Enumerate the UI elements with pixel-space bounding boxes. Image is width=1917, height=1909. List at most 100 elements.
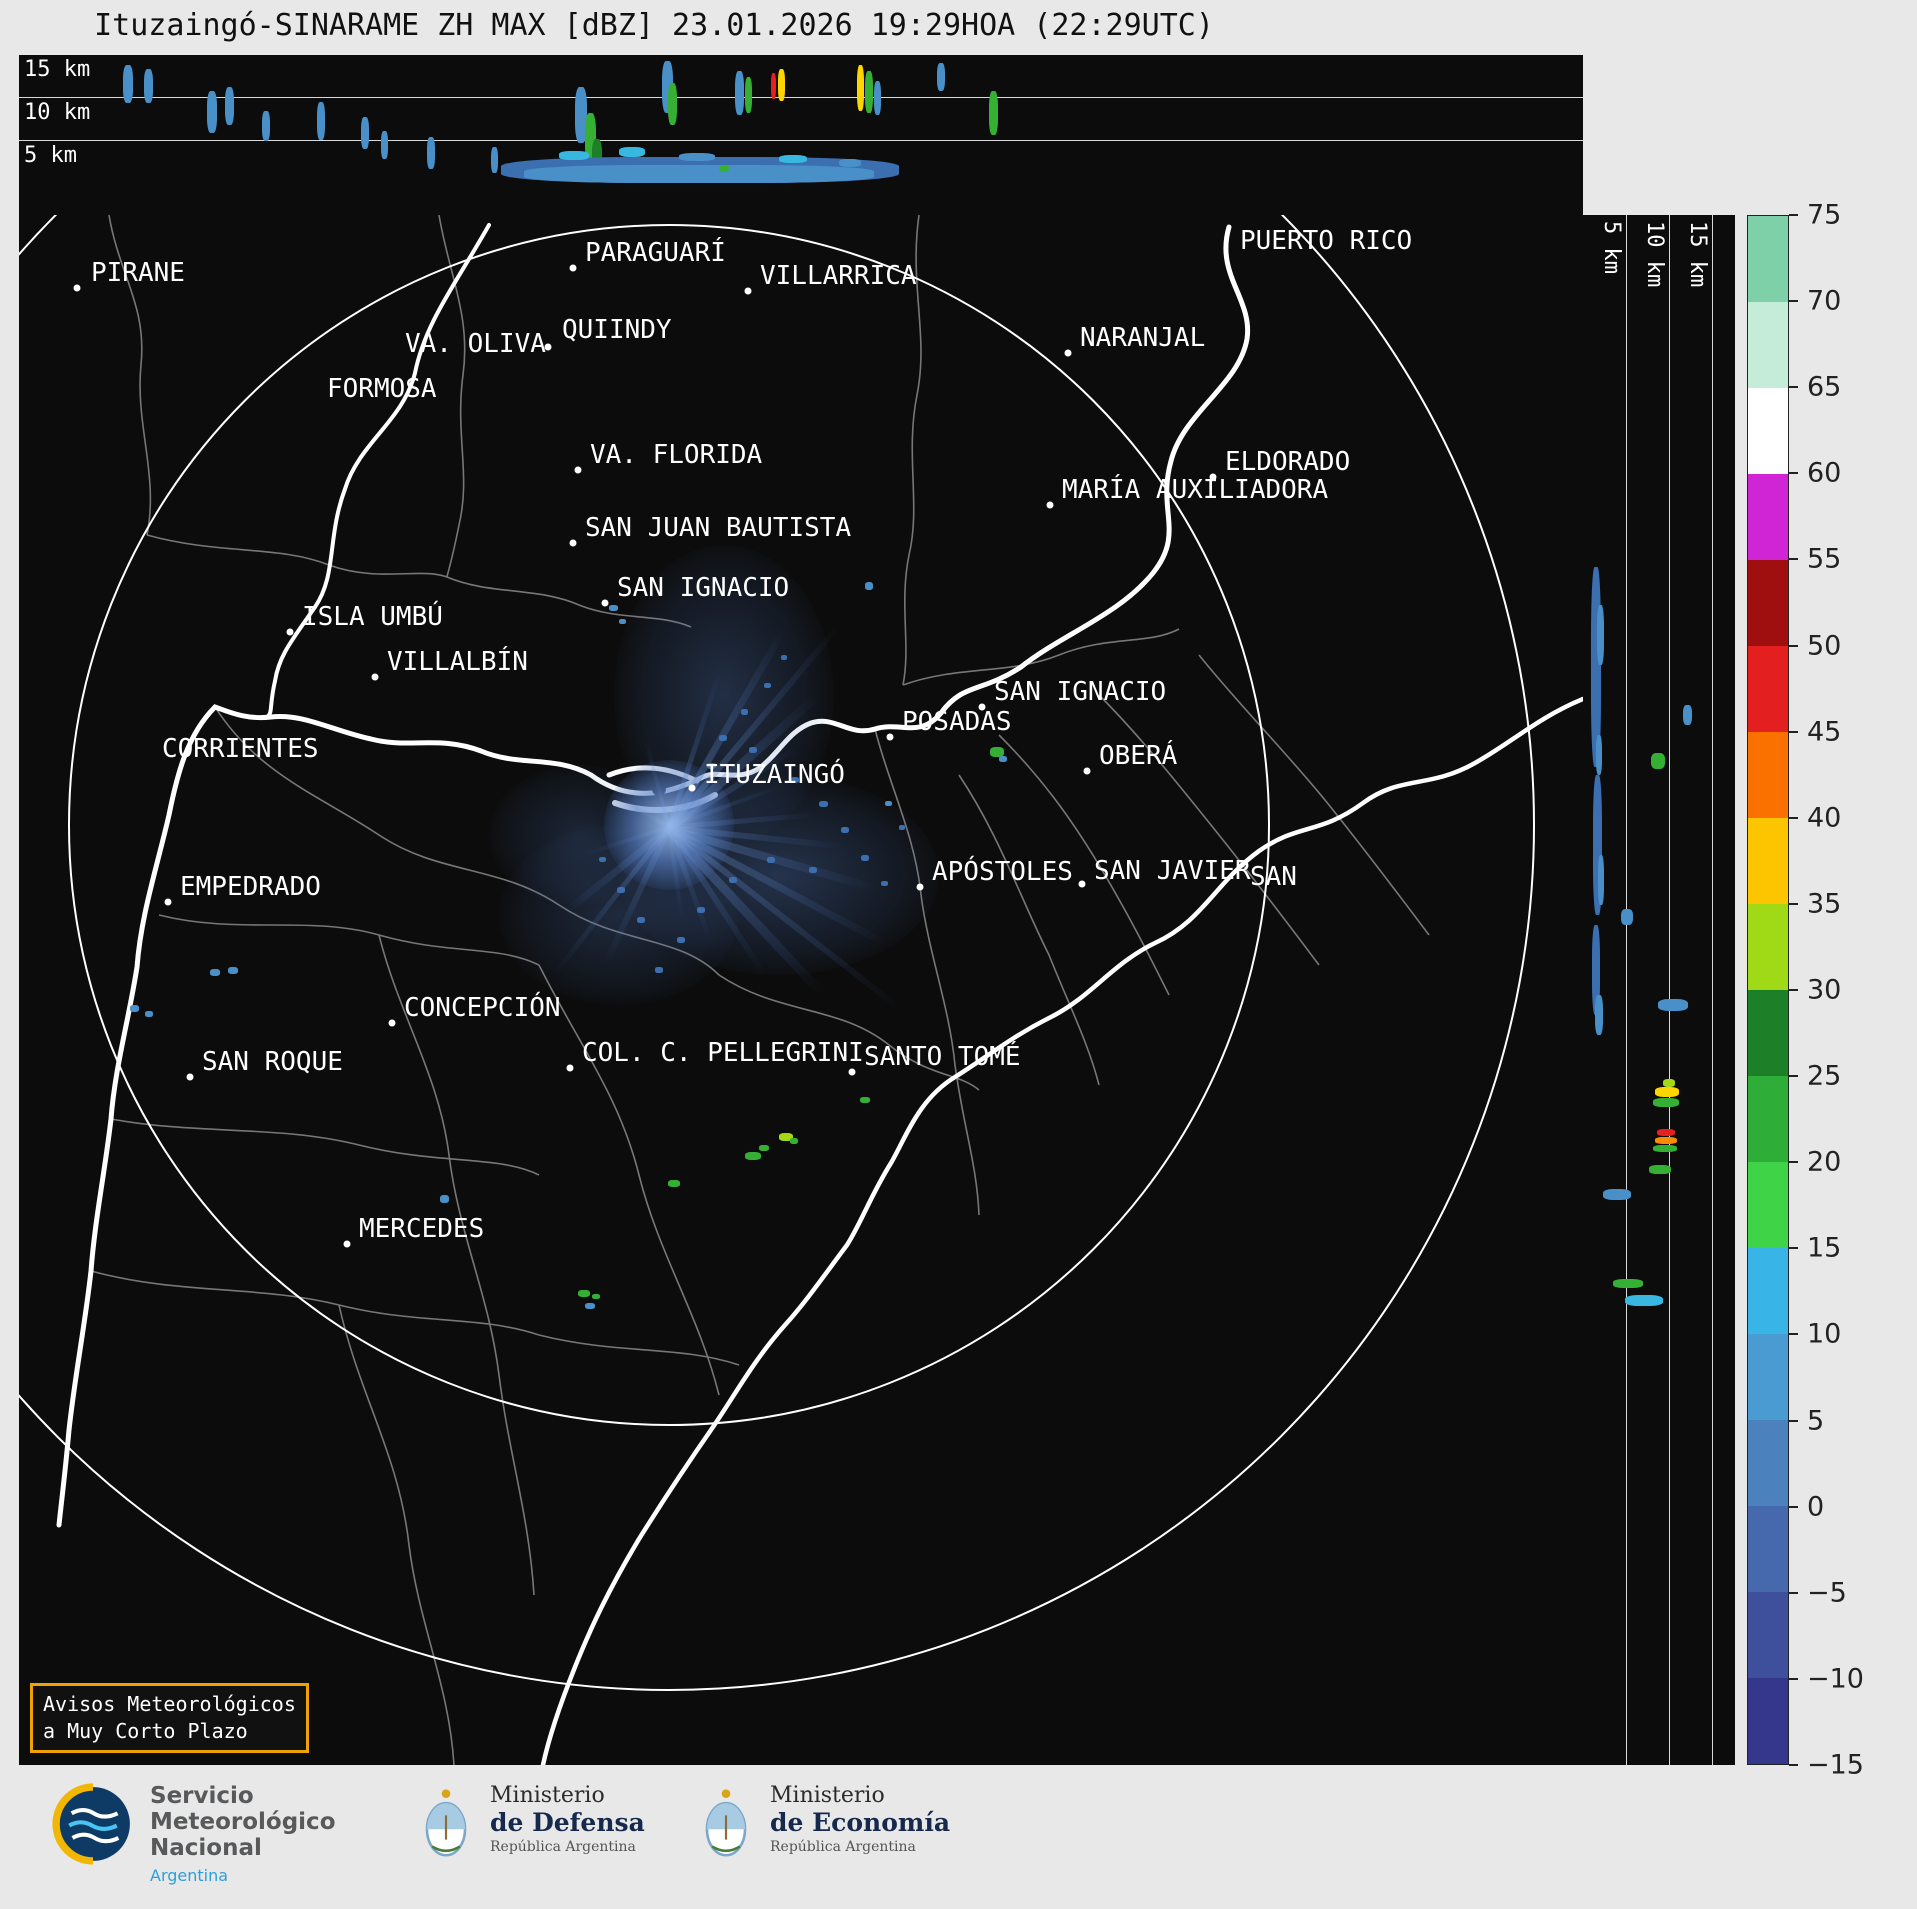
echo-mark [1651,753,1665,769]
argentina-coat-of-arms-icon [705,1789,747,1857]
echo-mark [759,1145,769,1151]
colorbar-tick-label: 30 [1807,974,1842,1006]
city-marker [388,1019,396,1027]
echo-mark [599,857,606,862]
colorbar-tick-label: −10 [1807,1663,1864,1695]
colorbar-tick-label: 15 [1807,1232,1842,1264]
echo-mark [989,91,998,135]
echo-mark [524,165,874,183]
echo-mark [655,967,663,973]
echo-mark [1603,1189,1631,1200]
colorbar-segment [1748,904,1788,990]
echo-mark [861,855,869,861]
ministry-line-3: República Argentina [490,1839,636,1855]
echo-mark [857,65,864,111]
city-label: VA. FLORIDA [590,440,763,470]
colorbar-tick-label: 70 [1807,285,1842,317]
city-marker [186,1073,194,1081]
echo-mark [790,1138,798,1144]
city-marker [1064,349,1072,357]
colorbar-tick-label: 10 [1807,1318,1842,1350]
height-label-5km: 5 km [1599,221,1624,274]
echo-mark [1597,605,1604,665]
echo-mark [729,877,737,883]
echo-mark [1653,1098,1679,1107]
colorbar-tick-label: 35 [1807,888,1842,920]
colorbar-tick-mark [1789,1677,1798,1680]
city-label: VA. OLIVA [405,329,546,359]
echo-mark [745,1152,761,1160]
colorbar-segment [1748,1162,1788,1248]
colorbar-tick-label: 55 [1807,543,1842,575]
echo-mark [677,937,685,943]
echo-mark [745,77,752,113]
smn-logo-text: Servicio Meteorológico Nacional Argentin… [150,1783,336,1889]
map-overlay: PIRANE PARAGUARÍ VILLARRICA VA. OLIVA QUIIND… [19,215,1583,1765]
echo-mark [1655,1087,1679,1097]
colorbar-tick-mark [1789,472,1798,475]
echo-mark [697,907,705,913]
echo-mark [707,763,716,769]
colorbar-segment [1748,1506,1788,1592]
echo-mark [578,1290,590,1297]
echo-mark [1613,1279,1643,1288]
colorbar-tick-label: 60 [1807,457,1842,489]
right-cross-section: 5 km 10 km 15 km [1583,215,1735,1765]
echo-mark [779,1133,793,1141]
echo-mark [668,83,677,125]
echo-mark [619,147,645,157]
echo-mark [865,71,873,113]
city-marker [916,883,924,891]
height-gridline-10km [1669,215,1670,1765]
ministry-line-2: de Economía [770,1808,951,1837]
echo-mark [662,61,673,113]
echo-mark [1683,705,1692,725]
echo-mark [1621,909,1633,925]
ministry-defensa-text: Ministerio de Defensa República Argentin… [490,1783,645,1865]
echo-mark [228,967,238,974]
height-gridline-15km [1712,215,1713,1765]
echo-mark [1658,999,1688,1011]
smn-line-2: Meteorológico [150,1809,336,1835]
city-label: ELDORADO [1225,447,1351,477]
height-label-10km: 10 km [1642,221,1667,288]
city-label: COL. C. PELLEGRINI [582,1038,864,1068]
city-label: SAN IGNACIO [617,573,790,603]
echo-mark [791,777,799,783]
height-gridline-10km [19,97,1583,98]
echo-mark [819,801,828,807]
city-marker [886,733,894,741]
city-marker [286,628,294,636]
echo-mark [617,887,625,893]
colorbar-segment [1748,1076,1788,1162]
echo-mark [735,71,744,115]
admin-boundaries [90,215,1430,1765]
city-label: SAN JUAN BAUTISTA [585,513,852,543]
city-marker [978,703,986,711]
colorbar-segment [1748,732,1788,818]
ministry-defensa-block: Ministerio de Defensa República Argentin… [420,1783,645,1865]
echo-mark [317,102,325,140]
city-label: SAN IGNACIO [994,677,1167,707]
echo-mark [637,917,645,923]
city-marker [371,673,379,681]
smn-line-3: Nacional [150,1835,262,1861]
echo-mark [427,137,435,169]
city-marker [1046,501,1054,509]
colorbar-tick-label: 5 [1807,1405,1825,1437]
radar-core [604,760,734,890]
smn-country: Argentina [150,1866,229,1885]
colorbar-tick-mark [1789,1419,1798,1422]
city-label: CONCEPCIÓN [404,993,561,1023]
range-rings [19,215,1535,1691]
colorbar-segment [1748,1248,1788,1334]
echo-mark [1592,925,1600,1015]
city-marker [574,466,582,474]
colorbar-segment [1748,560,1788,646]
city-label: SAN [1250,862,1297,892]
echo-mark [1663,1079,1675,1087]
echo-mark [781,655,787,660]
warning-box[interactable]: Avisos Meteorológicos a Muy Corto Plazo [30,1683,309,1753]
echo-mark [1657,1129,1675,1136]
echo-mark [771,73,776,99]
